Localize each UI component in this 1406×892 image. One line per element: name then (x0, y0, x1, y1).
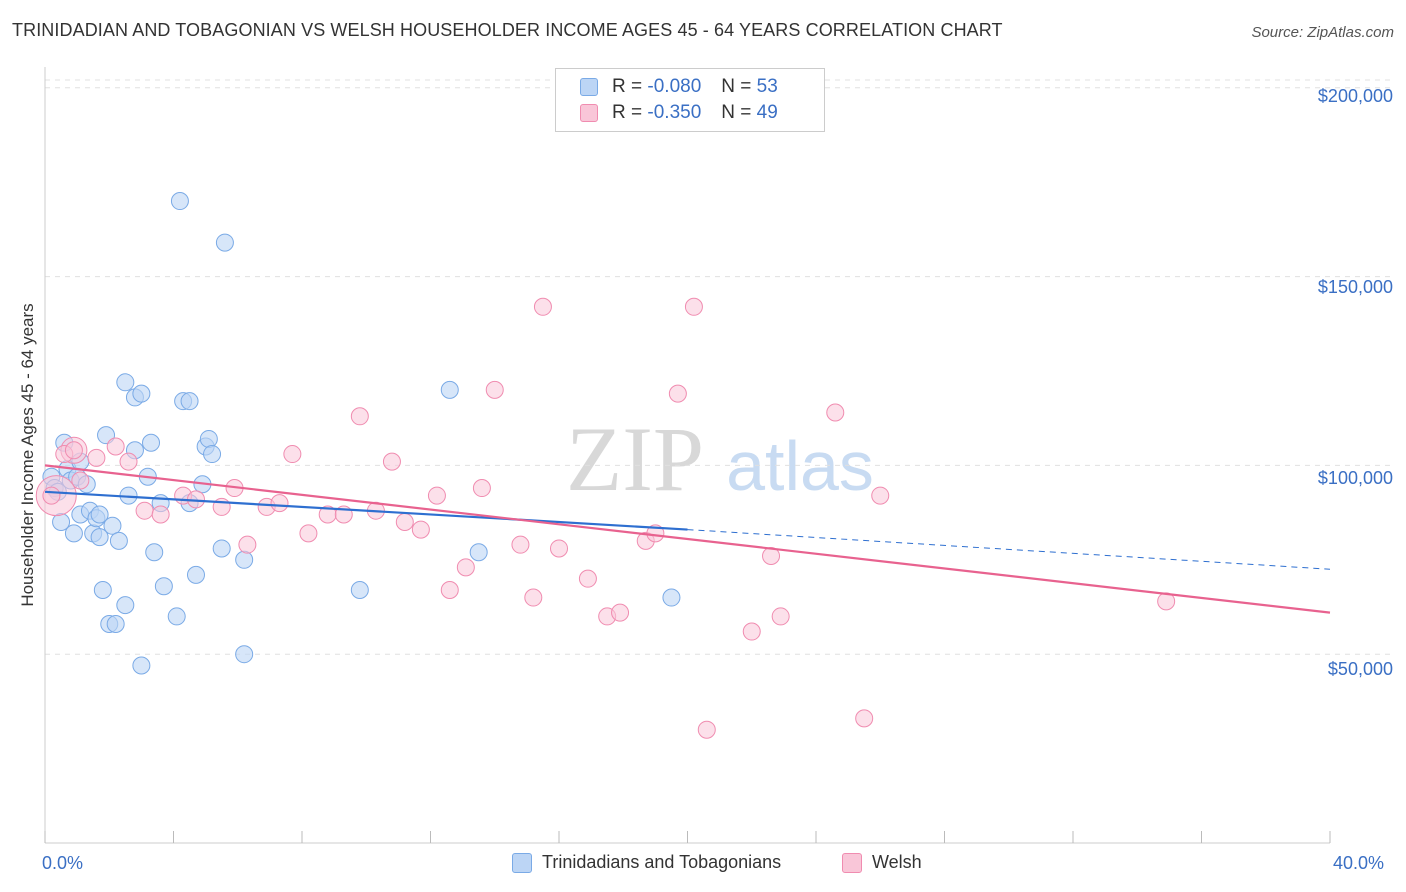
welsh-point (611, 603, 630, 622)
legend-n-value: 49 (756, 102, 778, 123)
welsh-point (350, 407, 369, 426)
trinidadians-point (199, 429, 218, 448)
welsh-point (106, 437, 125, 456)
welsh-point (440, 580, 459, 599)
welsh-point (71, 471, 90, 490)
welsh-point (578, 569, 597, 588)
y-tick-label: $150,000 (1317, 277, 1393, 297)
trinidadians-point (167, 607, 186, 626)
bottom-legend-swatch-blue (512, 852, 532, 873)
trinidadians-point (132, 656, 151, 675)
trinidadians-point (103, 516, 122, 535)
welsh-point (382, 452, 401, 471)
trinidadians-point (662, 588, 681, 607)
welsh-point (472, 479, 491, 498)
welsh-point (697, 720, 716, 739)
welsh-point (826, 403, 845, 422)
axes (44, 67, 1331, 844)
trinidadians-point (90, 505, 109, 524)
x-tick-label: 40.0% (1333, 853, 1385, 873)
trinidadians-point (93, 580, 112, 599)
legend-swatch-blue (580, 78, 598, 96)
trinidadians-point (64, 524, 83, 543)
trinidadians-point (170, 192, 189, 211)
welsh-point (771, 607, 790, 626)
welsh-point (238, 535, 257, 554)
trinidadians-point (106, 614, 125, 633)
trinidadians-point (145, 543, 164, 562)
trinidadians-point (186, 565, 205, 584)
chart-title: TRINIDADIAN AND TOBAGONIAN VS WELSH HOUS… (12, 20, 1003, 40)
trinidadians-point (212, 539, 231, 558)
trinidadians-point (154, 577, 173, 596)
welsh-point (151, 505, 170, 524)
trinidadians-trend-extension (687, 529, 1331, 570)
welsh-point (742, 622, 761, 641)
bottom-legend-label: Welsh (872, 852, 922, 872)
welsh-point (395, 513, 414, 532)
trinidadians-point (116, 373, 135, 392)
welsh-point (119, 452, 138, 471)
trinidadians-point (142, 433, 161, 452)
welsh-point (427, 486, 446, 505)
legend-n-label: N = (721, 76, 752, 97)
legend-swatch-pink (580, 104, 598, 122)
welsh-trend-line (44, 464, 1331, 614)
source-label: Source: ZipAtlas.com (1251, 24, 1394, 41)
bottom-legend-trinidadians: Trinidadians and Tobagonians (512, 852, 781, 873)
bottom-legend-welsh: Welsh (842, 852, 922, 873)
y-tick-label: $200,000 (1317, 86, 1393, 106)
welsh-point (270, 494, 289, 513)
trinidadians-point (440, 380, 459, 399)
welsh-point (411, 520, 430, 539)
trinidadians-point (215, 233, 234, 252)
welsh-point (533, 297, 552, 316)
bottom-legend-label: Trinidadians and Tobagonians (542, 852, 782, 872)
trinidadians-point (469, 543, 488, 562)
trinidadians-point (180, 392, 199, 411)
welsh-point (456, 558, 475, 577)
legend-r-value: -0.080 (647, 76, 702, 97)
trinidadians-point (132, 384, 151, 403)
legend-r-label: R = (612, 76, 643, 97)
x-tick-label: 0.0% (42, 853, 84, 873)
series-welsh-points (35, 297, 1176, 739)
legend: R = -0.080 N = 53 R = -0.350 N = 49 (555, 68, 825, 132)
watermark-zip: ZIP (566, 408, 704, 510)
legend-n-label: N = (721, 102, 752, 123)
legend-r-label: R = (612, 102, 643, 123)
welsh-point (684, 297, 703, 316)
trinidadians-point (350, 580, 369, 599)
legend-row-trinidadians: R = -0.080 N = 53 (580, 75, 778, 99)
y-tick-label: $50,000 (1327, 659, 1393, 679)
trinidadians-point (203, 445, 222, 464)
legend-r-value: -0.350 (647, 102, 702, 123)
trinidadians-point (90, 528, 109, 547)
trinidadians-point (116, 596, 135, 615)
bottom-legend-swatch-pink (842, 852, 862, 873)
welsh-point (550, 539, 568, 558)
welsh-point (855, 709, 874, 728)
trinidadians-point (109, 531, 128, 550)
trinidadians-trend-line (44, 490, 688, 531)
welsh-point (511, 535, 530, 554)
welsh-point (42, 486, 61, 505)
welsh-point (524, 588, 543, 607)
trinidadians-point (235, 645, 254, 664)
trend-lines (44, 464, 1331, 614)
welsh-point (871, 486, 890, 505)
welsh-point (283, 445, 302, 464)
legend-row-welsh: R = -0.350 N = 49 (580, 101, 778, 125)
welsh-point (485, 380, 504, 399)
welsh-point (668, 384, 687, 403)
welsh-point (299, 524, 318, 543)
watermark-atlas: atlas (726, 427, 874, 505)
welsh-point (87, 448, 106, 467)
y-tick-label: $100,000 (1317, 468, 1393, 488)
welsh-point (135, 501, 154, 520)
welsh-point (64, 441, 83, 460)
trinidadians-point (235, 550, 254, 569)
legend-n-value: 53 (756, 76, 778, 97)
